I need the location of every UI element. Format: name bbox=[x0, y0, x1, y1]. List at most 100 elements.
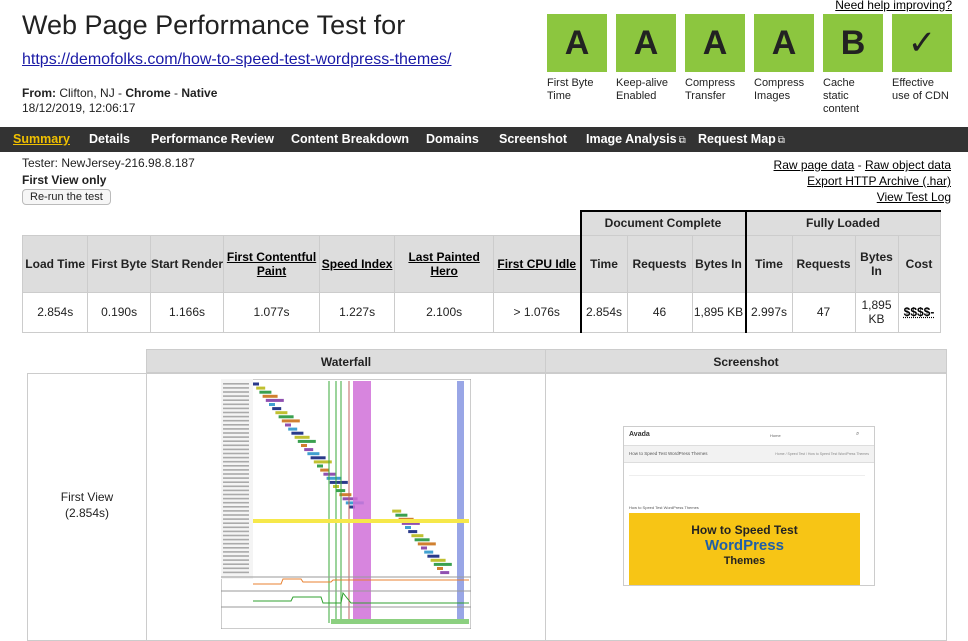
browser: Chrome bbox=[125, 86, 171, 100]
waterfall-row-label bbox=[223, 481, 249, 483]
grade-box[interactable]: B bbox=[823, 14, 883, 72]
connection-type: Native bbox=[181, 86, 218, 100]
waterfall-row-label bbox=[223, 559, 249, 561]
grade-box[interactable]: A bbox=[754, 14, 814, 72]
waterfall-request-bar bbox=[427, 554, 440, 558]
waterfall-row-label bbox=[223, 415, 249, 418]
waterfall-request-bar bbox=[320, 468, 330, 472]
col-speed-index-link[interactable]: Speed Index bbox=[321, 256, 393, 271]
waterfall-request-bar bbox=[275, 411, 288, 415]
waterfall-row-label bbox=[223, 522, 249, 524]
waterfall-row-label bbox=[223, 497, 249, 500]
external-link-icon: ⧉ bbox=[678, 135, 686, 146]
col-lph-link[interactable]: Last Painted Hero bbox=[408, 249, 480, 278]
waterfall-row-label bbox=[223, 424, 249, 426]
col-cpu-idle-link[interactable]: First CPU Idle bbox=[497, 256, 577, 271]
waterfall-request-bar bbox=[349, 505, 355, 509]
waterfall-row-label bbox=[223, 493, 249, 496]
waterfall-row-label bbox=[223, 395, 249, 397]
waterfall-row-label bbox=[223, 567, 249, 570]
waterfall-row-label bbox=[223, 506, 249, 508]
tab-performance-review[interactable]: Performance Review bbox=[151, 132, 274, 146]
waterfall-thumbnail[interactable] bbox=[221, 379, 471, 629]
waterfall-row-label bbox=[223, 538, 249, 541]
waterfall-row-label bbox=[223, 452, 249, 455]
grade-cdn[interactable]: ✓ Effective use of CDN bbox=[892, 14, 952, 103]
val-fl-time: 2.997s bbox=[744, 291, 793, 333]
waterfall-request-bar bbox=[259, 390, 272, 394]
waterfall-row-label bbox=[223, 501, 249, 504]
test-origin: From: Clifton, NJ - Chrome - Native 18/1… bbox=[22, 86, 218, 115]
waterfall-row-label bbox=[223, 563, 249, 565]
external-link-icon: ⧉ bbox=[777, 135, 785, 146]
grade-compress-transfer[interactable]: A Compress Transfer bbox=[685, 14, 745, 103]
val-load-time: 2.854s bbox=[21, 291, 89, 333]
val-lph: 2.100s bbox=[394, 291, 494, 333]
cost-link[interactable]: $$$$- bbox=[903, 305, 935, 319]
col-dc-time: Time bbox=[579, 234, 628, 293]
grade-label: Compress Transfer bbox=[685, 77, 736, 102]
waterfall-request-bar bbox=[294, 435, 310, 439]
document-complete-header: Document Complete bbox=[579, 210, 746, 236]
waterfall-row-label bbox=[223, 407, 249, 410]
data-links: Raw page data - Raw object data Export H… bbox=[773, 158, 951, 204]
rerun-test-button[interactable]: Re-run the test bbox=[22, 189, 111, 205]
col-fcp-link[interactable]: First Contentful Paint bbox=[226, 249, 317, 278]
waterfall-request-bar bbox=[278, 415, 294, 419]
grade-keep-alive[interactable]: A Keep-alive Enabled bbox=[616, 14, 676, 103]
tab-image-analysis[interactable]: Image Analysis ⧉ bbox=[586, 132, 686, 146]
waterfall-row-label bbox=[223, 547, 249, 549]
waterfall-request-bar bbox=[304, 448, 314, 452]
grade-cache-static[interactable]: B Cache static content bbox=[823, 14, 883, 116]
waterfall-request-bar bbox=[269, 403, 275, 406]
grade-box[interactable]: A bbox=[685, 14, 745, 72]
waterfall-request-bar bbox=[401, 521, 420, 525]
waterfall-row-label bbox=[223, 440, 249, 442]
page-screenshot-thumbnail[interactable]: Avada Home ⌕ How to Speed Test WordPress… bbox=[623, 426, 875, 586]
grade-box[interactable]: A bbox=[616, 14, 676, 72]
waterfall-row-label bbox=[223, 526, 249, 529]
raw-page-data-link[interactable]: Raw page data bbox=[773, 158, 855, 172]
tab-domains[interactable]: Domains bbox=[426, 132, 479, 146]
waterfall-request-bar bbox=[285, 423, 291, 427]
tested-url-link[interactable]: https://demofolks.com/how-to-speed-test-… bbox=[22, 51, 452, 68]
grade-first-byte[interactable]: A First Byte Time bbox=[547, 14, 607, 103]
val-fl-bytes: 1,895 KB bbox=[854, 291, 899, 333]
grade-box[interactable]: ✓ bbox=[892, 14, 952, 72]
tab-content-breakdown[interactable]: Content Breakdown bbox=[291, 132, 410, 146]
val-start-render: 1.166s bbox=[149, 291, 225, 333]
col-first-byte: First Byte bbox=[87, 234, 151, 293]
waterfall-row-label bbox=[223, 485, 249, 488]
grade-compress-images[interactable]: A Compress Images bbox=[754, 14, 814, 103]
waterfall-request-bar bbox=[301, 444, 307, 447]
preview-post-title: How to Speed Test WordPress Themes bbox=[629, 505, 699, 510]
help-improving-link[interactable]: Need help improving? bbox=[835, 0, 952, 12]
tab-details[interactable]: Details bbox=[89, 132, 130, 146]
waterfall-request-bar bbox=[307, 452, 320, 456]
val-speed-index: 1.227s bbox=[318, 291, 396, 333]
raw-object-data-link[interactable]: Raw object data bbox=[864, 158, 951, 172]
grade-box[interactable]: A bbox=[547, 14, 607, 72]
tab-summary[interactable]: Summary bbox=[13, 132, 70, 146]
col-load-time: Load Time bbox=[21, 234, 89, 293]
main-nav: Summary Details Performance Review Conte… bbox=[0, 127, 968, 152]
waterfall-request-bar bbox=[411, 534, 424, 538]
waterfall-row-label bbox=[223, 514, 249, 516]
screenshot-header: Screenshot bbox=[545, 349, 947, 373]
tab-screenshot[interactable]: Screenshot bbox=[499, 132, 568, 146]
val-first-byte: 0.190s bbox=[87, 291, 151, 333]
col-start-render: Start Render bbox=[149, 234, 225, 293]
waterfall-request-bar bbox=[417, 542, 436, 546]
waterfall-row-label bbox=[223, 419, 249, 422]
waterfall-request-bar bbox=[424, 550, 434, 554]
view-test-log-link[interactable]: View Test Log bbox=[876, 190, 951, 204]
view-mode: First View only bbox=[22, 173, 107, 187]
export-har-link[interactable]: Export HTTP Archive (.har) bbox=[807, 174, 951, 188]
results-row: 2.854s 0.190s 1.166s 1.077s 1.227s 2.100… bbox=[21, 291, 941, 333]
location: Clifton, NJ bbox=[59, 86, 115, 100]
val-dc-bytes: 1,895 KB bbox=[691, 291, 746, 333]
waterfall-request-bar bbox=[329, 480, 348, 484]
col-dc-requests: Requests bbox=[626, 234, 693, 293]
grade-label: Cache static content bbox=[823, 77, 860, 115]
tab-request-map[interactable]: Request Map ⧉ bbox=[698, 132, 785, 146]
